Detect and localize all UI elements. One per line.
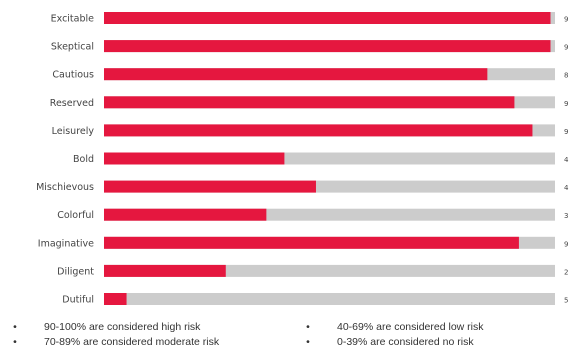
category-label-imaginative: Imaginative <box>38 238 94 249</box>
category-label-diligent: Diligent <box>57 266 94 277</box>
value-label-bold: 4 <box>564 156 569 164</box>
category-label-skeptical: Skeptical <box>51 42 94 53</box>
bullet-icon: • <box>306 336 310 348</box>
value-label-diligent: 2 <box>564 268 568 276</box>
legend-text: 70-89% are considered moderate risk <box>44 336 220 348</box>
bullet-icon: • <box>13 336 17 348</box>
value-label-reserved: 9 <box>564 100 568 108</box>
bullet-icon: • <box>13 321 17 333</box>
value-label-imaginative: 9 <box>564 240 568 248</box>
category-label-leisurely: Leisurely <box>52 126 95 137</box>
category-label-colorful: Colorful <box>57 210 94 221</box>
chart-svg: Excitable 9 Skeptical 9 Cautious 8 Reserved 9 Le… <box>36 12 569 306</box>
value-label-dutiful: 5 <box>564 297 568 305</box>
category-label-reserved: Reserved <box>50 98 94 109</box>
category-label-dutiful: Dutiful <box>62 295 94 306</box>
value-label-colorful: 3 <box>564 212 568 220</box>
bar-track-dutiful <box>104 293 555 305</box>
legend-item-moderate-risk: • 70-89% are considered moderate risk <box>10 336 219 349</box>
bar-excitable <box>104 12 551 24</box>
bar-bold <box>104 152 285 165</box>
legend-text: 0-39% are considered no risk <box>337 336 474 348</box>
value-label-leisurely: 9 <box>564 128 568 136</box>
bar-diligent <box>104 264 226 277</box>
legend-item-low-risk: • 40-69% are considered low risk <box>303 321 484 334</box>
value-label-excitable: 9 <box>564 16 568 24</box>
bar-colorful <box>104 208 267 221</box>
bar-chart: Excitable 9 Skeptical 9 Cautious 8 Reserved 9 Le… <box>36 12 569 306</box>
bar-imaginative <box>104 236 519 249</box>
bar-dutiful <box>104 293 127 305</box>
bullet-icon: • <box>306 321 310 333</box>
bar-leisurely <box>104 124 533 137</box>
value-label-skeptical: 9 <box>564 44 568 52</box>
value-label-cautious: 8 <box>564 72 568 80</box>
category-label-bold: Bold <box>73 154 94 165</box>
bar-cautious <box>104 68 488 81</box>
legend-text: 40-69% are considered low risk <box>337 321 484 333</box>
bar-mischievous <box>104 180 316 193</box>
category-label-excitable: Excitable <box>51 14 95 25</box>
category-label-cautious: Cautious <box>52 70 94 81</box>
legend-item-high-risk: • 90-100% are considered high risk <box>10 321 200 334</box>
legend-item-no-risk: • 0-39% are considered no risk <box>303 336 474 349</box>
risk-legend: • 90-100% are considered high risk • 70-89… <box>0 318 569 355</box>
value-label-mischievous: 4 <box>564 184 569 192</box>
bar-reserved <box>104 96 515 109</box>
category-label-mischievous: Mischievous <box>36 182 94 193</box>
bar-skeptical <box>104 40 551 53</box>
legend-text: 90-100% are considered high risk <box>44 321 201 333</box>
